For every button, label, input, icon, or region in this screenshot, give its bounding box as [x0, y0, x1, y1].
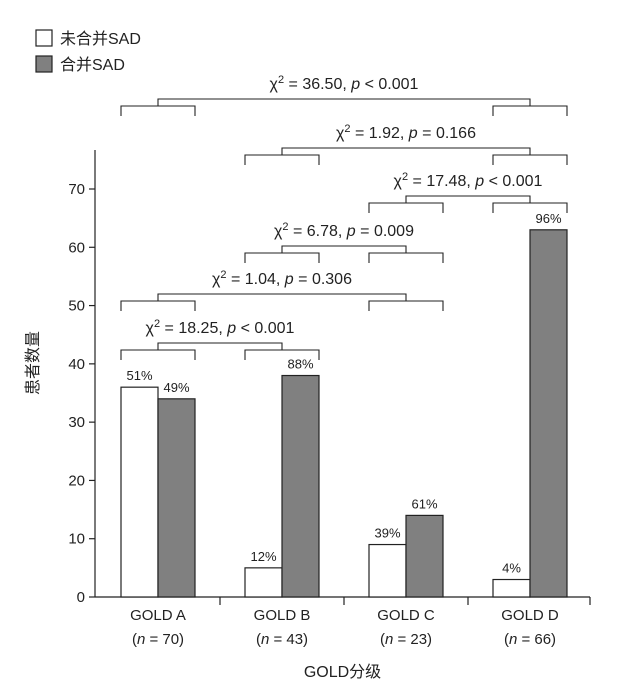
bar-0-3 [492, 578, 531, 598]
y-tick-label: 0 [77, 589, 85, 606]
bar-0-0 [120, 386, 159, 598]
comparison-brackets: χ2 = 36.50, p < 0.001 χ2 = 1.92, p = 0.16… [120, 74, 568, 360]
bar-1-2 [405, 514, 444, 598]
y-tick-label: 40 [68, 356, 85, 373]
y-tick-label: 20 [68, 472, 85, 489]
y-tick-label: 30 [68, 414, 85, 431]
bracket-left-cap [368, 202, 444, 213]
bracket-right-cap [492, 105, 568, 116]
y-tick-label: 50 [68, 298, 85, 315]
bars: 51% 49% 12% 88% 39% 61% 4% 96% [120, 211, 568, 598]
bar-data-label: 96% [535, 211, 561, 226]
bar-data-label: 88% [287, 357, 313, 372]
x-category-label: GOLD D [501, 607, 559, 624]
bar-0-1 [244, 567, 283, 598]
legend-swatch-0 [35, 29, 53, 47]
bar-data-label: 12% [250, 549, 276, 564]
x-category-n: (n = 66) [504, 631, 556, 648]
bracket-right-cap [368, 252, 444, 263]
bracket-left-cap [244, 154, 320, 165]
bracket-main-line [281, 147, 531, 155]
bracket-right-cap [492, 202, 568, 213]
bracket-left-cap [120, 300, 196, 311]
comparison-bracket-5: χ2 = 18.25, p < 0.001 [120, 318, 320, 360]
bracket-main-line [157, 293, 407, 301]
comparison-bracket-4: χ2 = 1.04, p = 0.306 [120, 269, 444, 311]
bracket-main-line [157, 98, 531, 106]
y-tick-label: 70 [68, 181, 85, 198]
comparison-bracket-2: χ2 = 17.48, p < 0.001 [368, 171, 568, 213]
bracket-left-cap [120, 349, 196, 360]
comparison-label: χ2 = 6.78, p = 0.009 [274, 221, 414, 240]
legend-label-1: 合并SAD [60, 56, 125, 74]
x-category-n: (n = 43) [256, 631, 308, 648]
bracket-main-line [405, 195, 531, 203]
bar-data-label: 4% [502, 561, 521, 576]
y-tick-label: 10 [68, 531, 85, 548]
bracket-right-cap [492, 154, 568, 165]
comparison-bracket-3: χ2 = 6.78, p = 0.009 [244, 221, 444, 263]
axis-titles: GOLD分级 患者数量 [24, 331, 381, 681]
x-category-n: (n = 70) [132, 631, 184, 648]
y-axis-title: 患者数量 [24, 331, 42, 395]
bar-data-label: 39% [374, 526, 400, 541]
bracket-main-line [281, 245, 407, 253]
bracket-main-line [157, 342, 283, 350]
comparison-label: χ2 = 36.50, p < 0.001 [270, 74, 419, 93]
bar-0-2 [368, 543, 407, 598]
bar-1-1 [281, 374, 320, 598]
bar-data-label: 61% [411, 496, 437, 511]
bracket-left-cap [120, 105, 196, 116]
legend-swatch-1 [35, 55, 53, 73]
x-category-n: (n = 23) [380, 631, 432, 648]
bracket-right-cap [244, 349, 320, 360]
bar-1-0 [157, 398, 196, 598]
comparison-label: χ2 = 1.92, p = 0.166 [336, 123, 476, 142]
y-tick-label: 60 [68, 239, 85, 256]
x-category-label: GOLD A [130, 607, 186, 624]
comparison-bracket-1: χ2 = 1.92, p = 0.166 [244, 123, 568, 165]
comparison-label: χ2 = 17.48, p < 0.001 [394, 171, 543, 190]
axes: 0 10 20 30 40 50 60 70 GOLD A (n = 70) GOLD B (n = … [68, 150, 591, 648]
x-axis-title: GOLD分级 [304, 663, 381, 681]
legend-label-0: 未合并SAD [60, 30, 141, 48]
bracket-left-cap [244, 252, 320, 263]
comparison-label: χ2 = 18.25, p < 0.001 [146, 318, 295, 337]
bracket-right-cap [368, 300, 444, 311]
bar-data-label: 49% [163, 380, 189, 395]
bar-1-3 [529, 229, 568, 598]
comparison-label: χ2 = 1.04, p = 0.306 [212, 269, 352, 288]
bar-data-label: 51% [126, 368, 152, 383]
legend: 未合并SAD 合并SAD [35, 29, 141, 74]
comparison-bracket-0: χ2 = 36.50, p < 0.001 [120, 74, 568, 116]
x-category-label: GOLD B [254, 607, 311, 624]
x-category-label: GOLD C [377, 607, 435, 624]
